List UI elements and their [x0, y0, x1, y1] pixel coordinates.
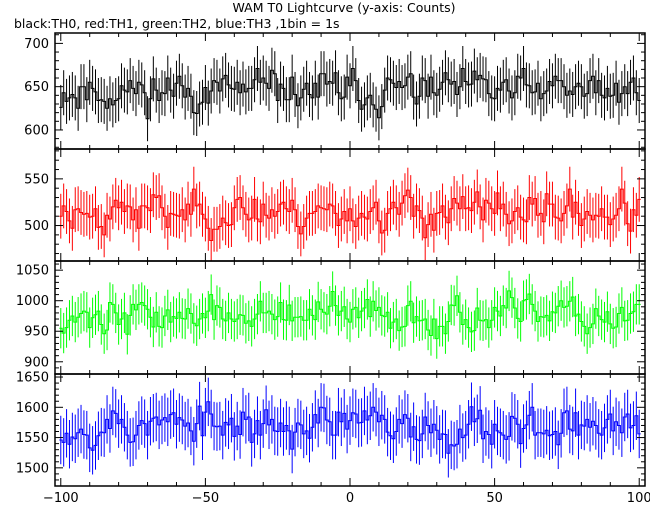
chart-subtitle: black:TH0, red:TH1, green:TH2, blue:TH3 … [14, 16, 340, 31]
x-tick-label: 0 [346, 491, 354, 505]
series-th1 [59, 166, 641, 261]
y-tick-label: 500 [24, 219, 49, 234]
y-tick-label: 950 [24, 325, 49, 340]
x-tick-label: −50 [192, 491, 219, 505]
y-tick-label: 650 [24, 80, 49, 95]
step-line [59, 290, 641, 340]
panel-th0: 600 650 700 [24, 32, 646, 150]
series-th3 [59, 377, 641, 478]
panel-th2: 900 950 1000 1050 [16, 260, 646, 375]
y-tick-label: 1550 [16, 431, 49, 446]
step-line [59, 188, 641, 241]
panel-th3: 1500 1550 1600 1650 [16, 371, 646, 487]
step-line [59, 68, 641, 120]
y-tick-label: 700 [24, 37, 49, 52]
y-tick-label: 1000 [16, 294, 49, 309]
y-tick-label: 1500 [16, 461, 49, 476]
y-tick-label: 550 [24, 172, 49, 187]
plot-panels: 6006507005005509009501000105015001550160… [16, 32, 650, 505]
x-tick-label: −100 [43, 491, 79, 505]
series-th2 [59, 270, 641, 359]
y-tick-label: 600 [24, 123, 49, 138]
panel-th1: 500 550 [24, 148, 646, 262]
y-tick-label: 900 [24, 355, 49, 370]
chart-title: WAM T0 Lightcurve (y-axis: Counts) [232, 0, 455, 15]
y-tick-label: 1650 [16, 371, 49, 386]
x-tick-label: 50 [486, 491, 503, 505]
y-tick-label: 1050 [16, 264, 49, 279]
y-tick-label: 1600 [16, 401, 49, 416]
series-th0 [59, 45, 641, 142]
x-tick-label: 100 [627, 491, 650, 505]
